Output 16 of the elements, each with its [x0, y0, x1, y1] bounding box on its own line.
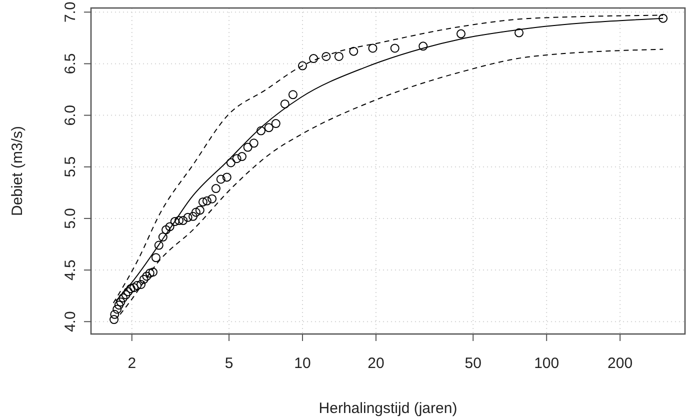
y-tick-label: 6.0 [62, 104, 79, 126]
x-axis-title: Herhalingstijd (jaren) [318, 400, 458, 417]
x-tick-label: 2 [128, 355, 136, 372]
y-tick-label: 4.0 [62, 311, 79, 332]
x-tick-label: 20 [368, 355, 384, 372]
y-tick-label: 4.5 [62, 260, 79, 280]
x-tick-label: 200 [608, 355, 633, 372]
y-tick-label: 5.0 [62, 208, 79, 229]
x-tick-label: 5 [224, 355, 234, 372]
x-tick-label: 50 [464, 355, 482, 372]
y-tick-label: 6.5 [62, 53, 79, 74]
y-axis-title: Debiet (m3/s) [9, 126, 26, 216]
x-tick-label: 10 [294, 355, 311, 372]
x-tick-label: 100 [534, 355, 560, 372]
y-tick-label: 5.5 [62, 156, 79, 178]
y-tick-label: 7.0 [62, 2, 79, 23]
